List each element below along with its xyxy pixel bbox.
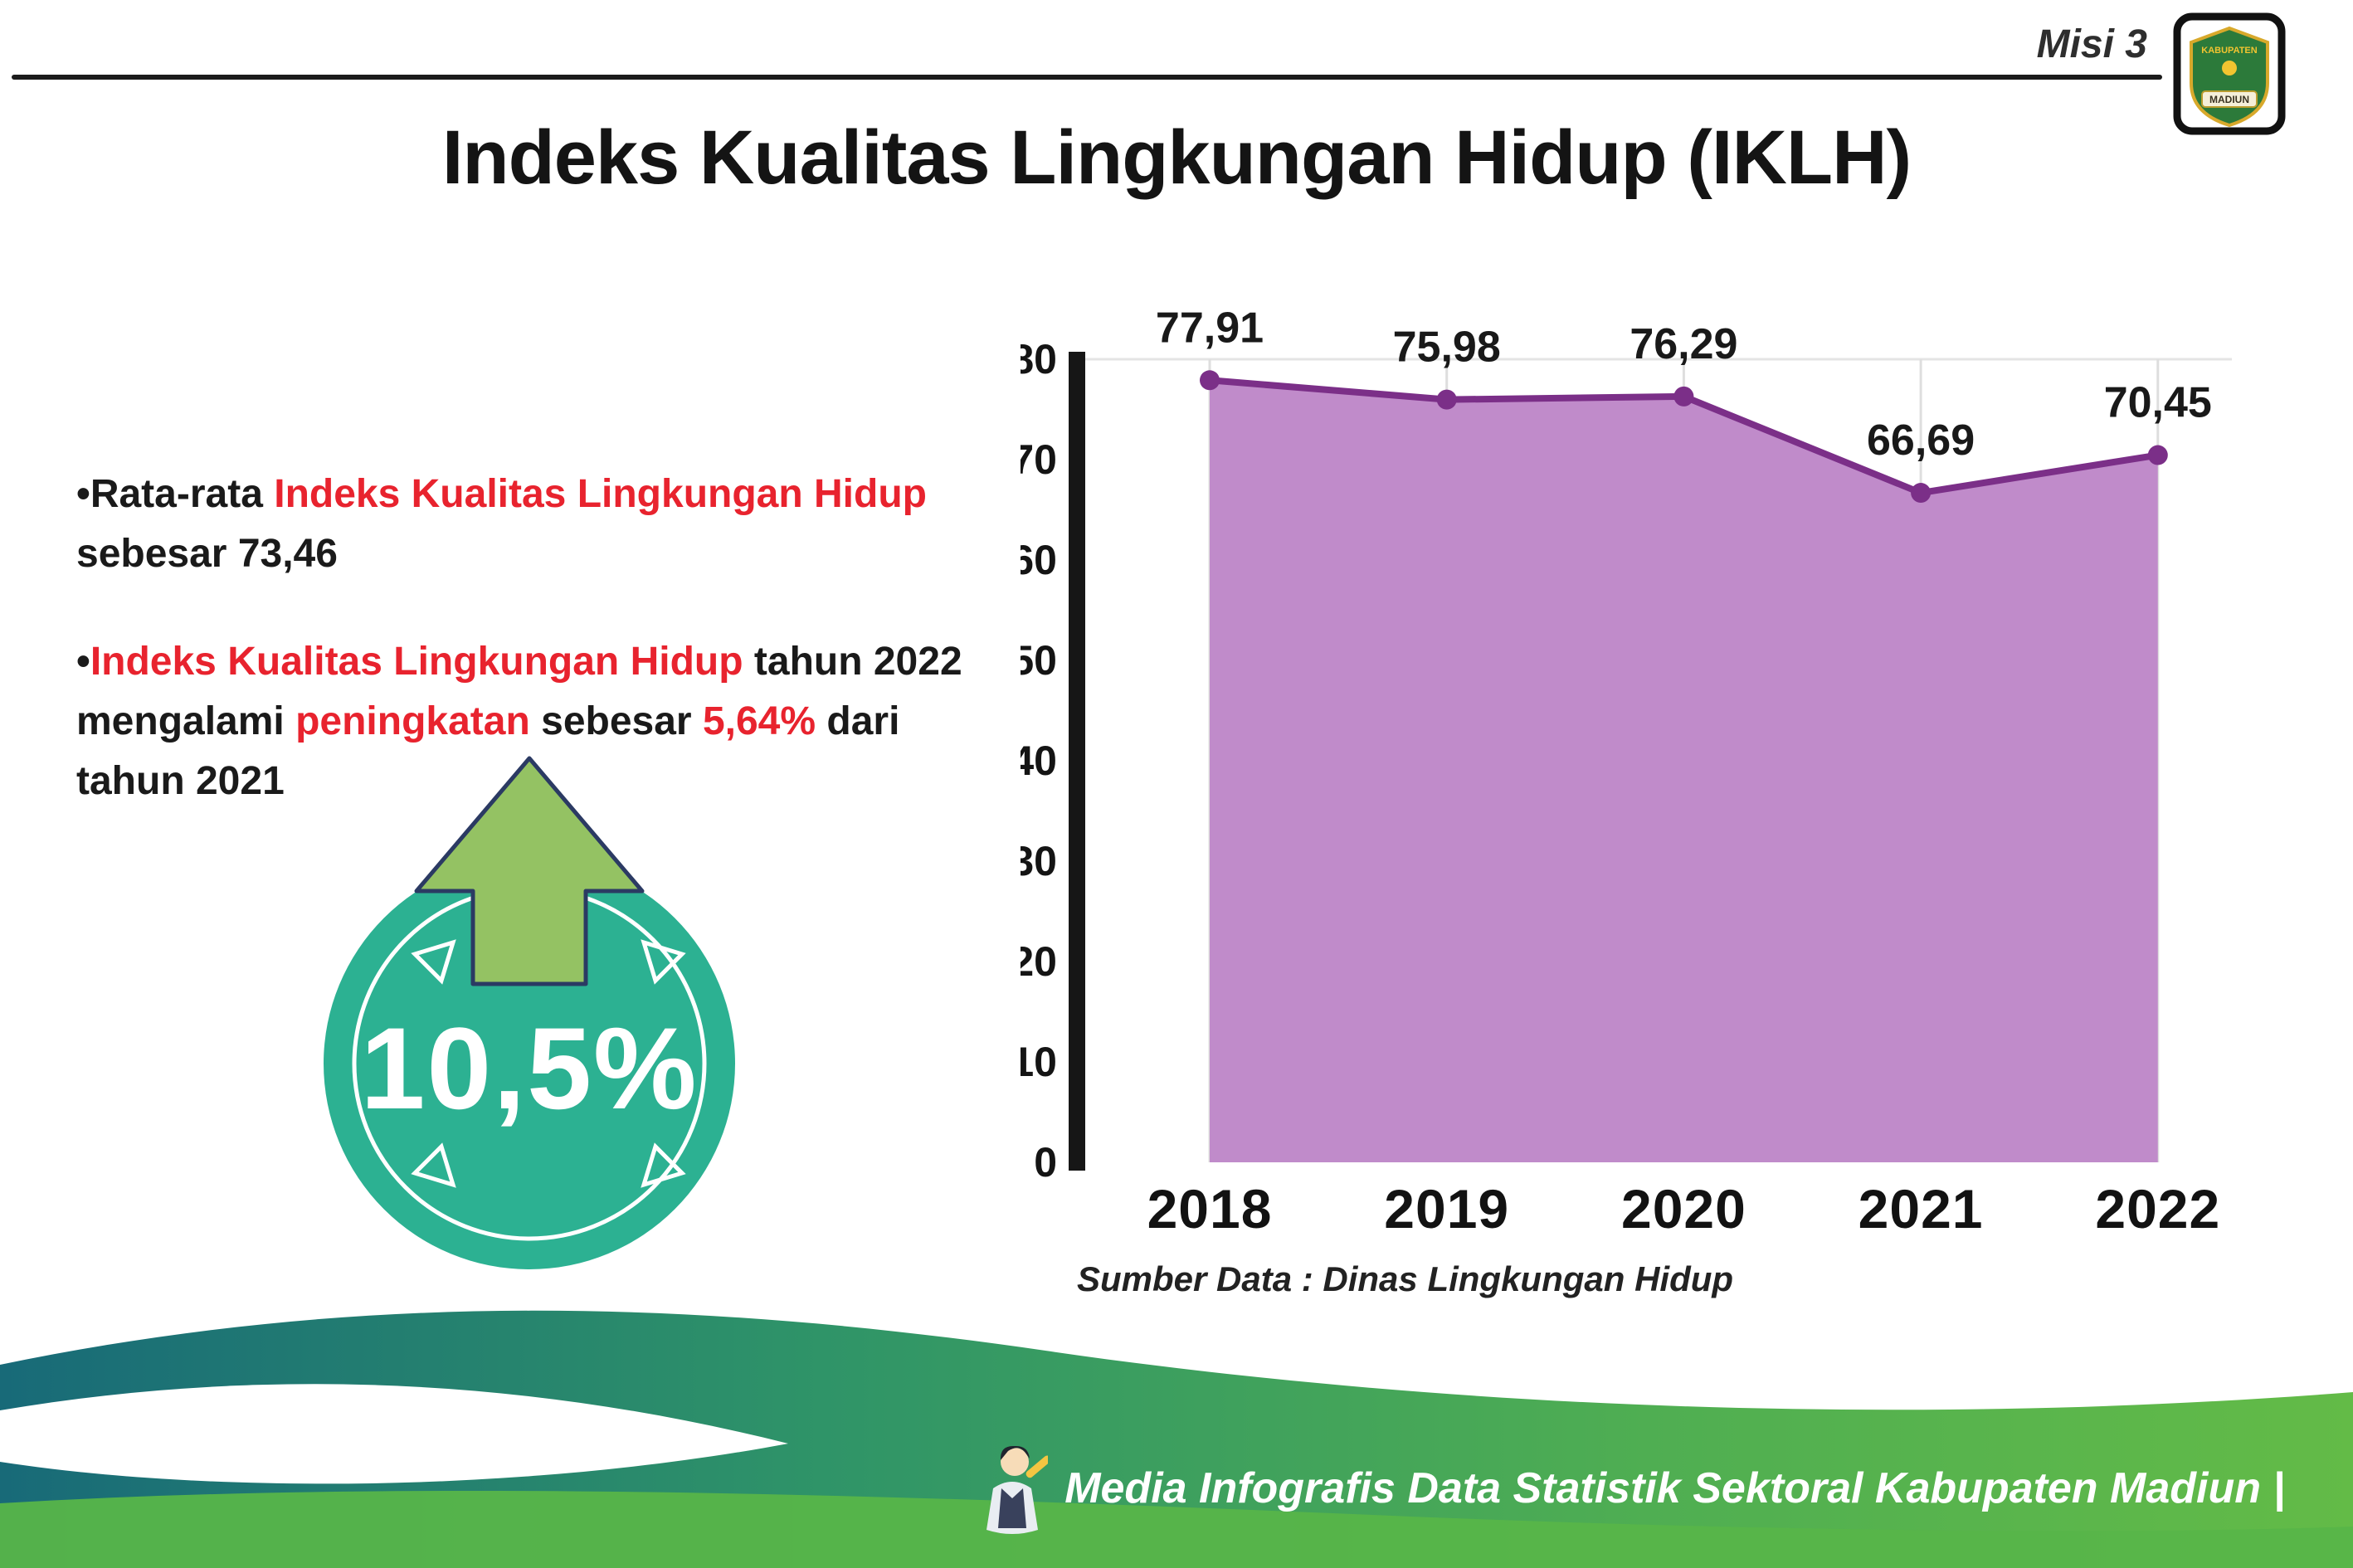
badge-circle [324,858,735,1269]
svg-text:60: 60 [1021,537,1057,583]
svg-text:75,98: 75,98 [1393,324,1501,372]
svg-text:2021: 2021 [1859,1178,1984,1239]
logo-shield [2190,26,2269,128]
bullet-increase-2022: •Indeks Kualitas Lingkungan Hidup tahun … [76,632,972,811]
svg-text:70,45: 70,45 [2104,379,2212,427]
iklh-area-chart: 77,91 75,98 76,29 66,69 70,45 0 10 20 30 40 50 60 70… [1021,304,2232,1239]
logo-text-madiun: MADIUN [2209,94,2249,105]
bullet-marker: • [76,640,90,684]
badge-tick-ne [641,939,686,985]
page-title: Indeks Kualitas Lingkungan Hidup (IKLH) [441,115,1912,200]
svg-text:76,29: 76,29 [1630,320,1737,368]
svg-text:2018: 2018 [1147,1178,1273,1239]
svg-text:2022: 2022 [2095,1178,2220,1239]
badge-value: 10,5% [361,1003,699,1133]
svg-text:30: 30 [1021,838,1057,884]
footer-wave [0,1310,2353,1568]
kabupaten-madiun-logo: KABUPATEN MADIUN [2173,12,2286,135]
logo-banner [2201,90,2258,108]
svg-text:80: 80 [1021,336,1057,382]
bullet-text: Rata-rata Indeks Kualitas Lingkungan Hid… [76,472,927,576]
up-arrow-icon [414,756,645,986]
bullet-average-iklh: •Rata-rata Indeks Kualitas Lingkungan Hi… [76,465,972,584]
svg-text:77,91: 77,91 [1156,304,1264,352]
footer-caption: Media Infografis Data Statistik Sektoral… [977,1440,2285,1536]
footer-caption-text: Media Infografis Data Statistik Sektoral… [1064,1464,2285,1512]
svg-text:2019: 2019 [1384,1178,1509,1239]
wave-white-gap [0,1384,788,1484]
svg-text:0: 0 [1034,1139,1057,1186]
svg-text:70: 70 [1021,436,1057,483]
wave-bottom [0,1490,2353,1568]
misi-label: Misi 3 [2036,22,2147,66]
logo-text-kabupaten: KABUPATEN [2201,46,2257,56]
svg-text:10: 10 [1021,1039,1057,1085]
svg-text:2020: 2020 [1621,1178,1746,1239]
svg-text:40: 40 [1021,738,1057,784]
svg-text:20: 20 [1021,938,1057,985]
mascot-icon [987,1445,1049,1534]
logo-star [2222,61,2237,75]
increase-badge: 10,5% [324,756,735,1269]
badge-tick-sw [411,1142,456,1188]
summary-bullets: •Rata-rata Indeks Kualitas Lingkungan Hi… [76,465,972,859]
chart-source: Sumber Data : Dinas Lingkungan Hidup [1077,1259,1734,1298]
badge-tick-nw [411,939,456,985]
bullet-text: Indeks Kualitas Lingkungan Hidup tahun 2… [76,640,962,803]
svg-text:50: 50 [1021,637,1057,684]
header-rule [12,75,2162,80]
bullet-marker: • [76,472,90,516]
badge-tick-se [641,1142,686,1188]
svg-text:66,69: 66,69 [1867,416,1975,465]
